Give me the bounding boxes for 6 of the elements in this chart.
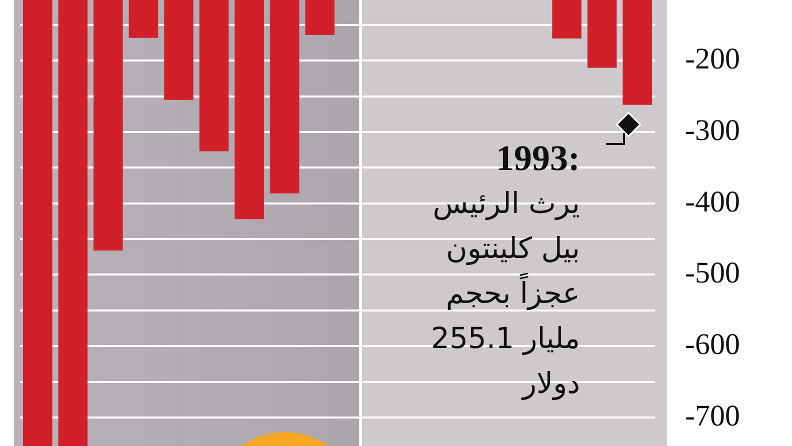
y-tick-label: -700	[685, 399, 740, 432]
y-tick-label: -400	[685, 185, 740, 218]
y-tick-label: -500	[685, 256, 740, 290]
y-tick-label: -600	[685, 328, 740, 361]
y-tick-label: -300	[685, 114, 740, 147]
y-tick-label: -200	[685, 42, 740, 76]
